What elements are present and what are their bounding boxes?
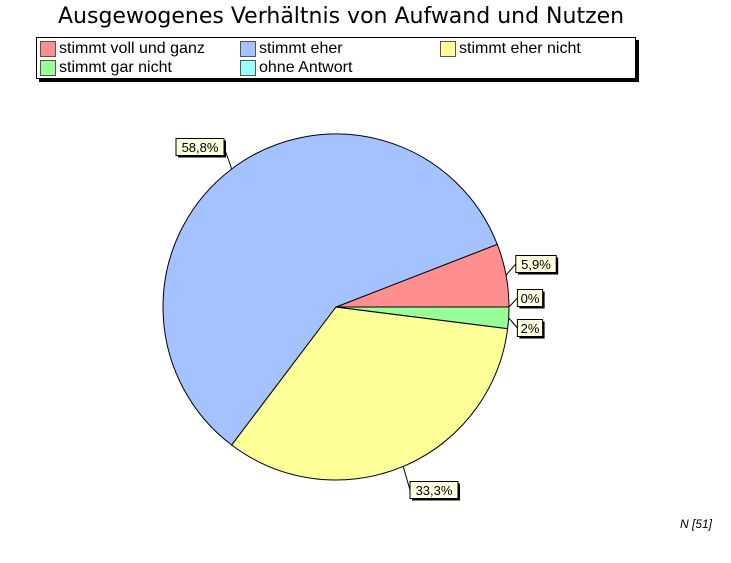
sample-size-note: N [51] [679,517,712,531]
legend-item-stimmt-eher: stimmt eher [240,40,343,58]
legend-label: stimmt eher [259,40,343,57]
data-label: 0% [508,289,545,309]
data-label-text: 0% [521,291,540,306]
chart-title: Ausgewogenes Verhältnis von Aufwand und … [58,4,625,29]
legend-item-stimmt-gar-nicht: stimmt gar nicht [40,59,172,77]
data-label-text: 2% [521,321,540,336]
pie-slice-stimmt-eher-nicht [230,306,509,481]
legend-label: ohne Antwort [259,59,353,76]
legend: stimmt voll und ganz stimmt eher stimmt … [36,37,636,79]
legend-swatch [240,41,256,57]
legend-swatch [240,60,256,76]
legend-item-ohne-antwort: ohne Antwort [240,59,352,77]
data-label: 33,3% [402,466,460,501]
data-label: 2% [508,317,545,339]
pie-slice-stimmt-eher [162,133,498,446]
legend-item-stimmt-eher-nicht: stimmt eher nicht [440,40,581,58]
data-label: 58,8% [175,138,233,170]
legend-item-stimmt-voll-und-ganz: stimmt voll und ganz [40,40,205,58]
data-label-text: 33,3% [416,483,453,498]
legend-label: stimmt gar nicht [59,59,172,76]
legend-label: stimmt voll und ganz [59,40,205,57]
data-label-text: 5,9% [521,257,551,272]
legend-swatch [40,60,56,76]
legend-swatch [440,41,456,57]
legend-swatch [40,41,56,57]
legend-label: stimmt eher nicht [459,40,581,57]
data-label-text: 58,8% [182,140,219,155]
data-label: 5,9% [505,255,559,276]
